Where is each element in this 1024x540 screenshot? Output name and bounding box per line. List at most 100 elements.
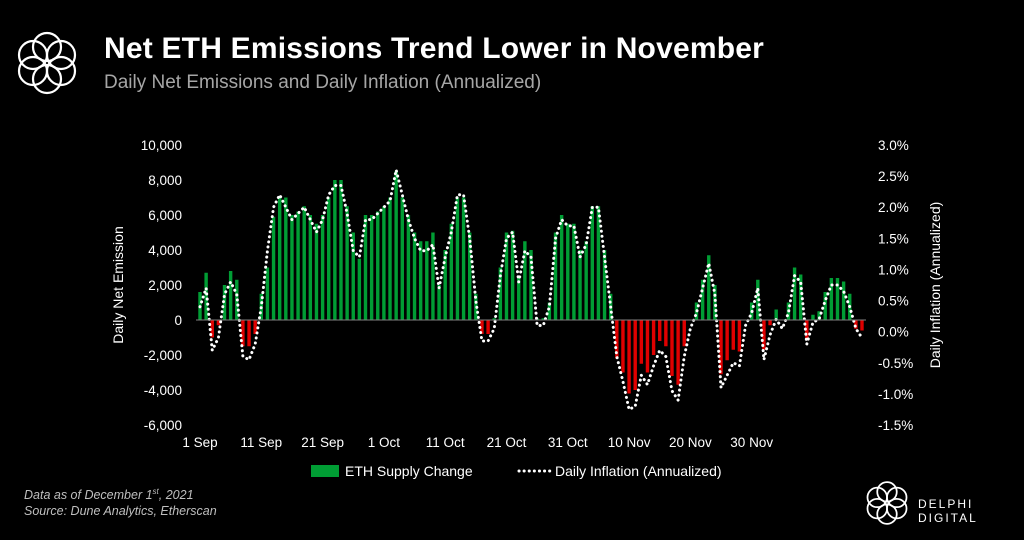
bar <box>835 278 840 320</box>
bar <box>707 255 711 320</box>
data-date-note: Data as of December 1st, 2021 <box>24 487 194 503</box>
bar <box>351 232 355 320</box>
bar <box>854 320 858 329</box>
bar <box>376 211 380 320</box>
bar <box>412 232 417 320</box>
bar <box>615 320 619 359</box>
y-tick-label: -6,000 <box>144 418 182 433</box>
bar <box>510 230 515 320</box>
bar <box>418 241 423 320</box>
bar <box>504 232 509 320</box>
x-tick-label: 30 Nov <box>730 435 773 450</box>
bar <box>547 302 552 320</box>
x-tick-label: 20 Nov <box>669 435 712 450</box>
bar <box>357 258 362 320</box>
bar <box>584 241 588 320</box>
bar <box>682 320 686 347</box>
y-tick-label: 4,000 <box>148 243 182 258</box>
bar <box>823 292 827 320</box>
y2-tick-label: -1.0% <box>878 387 913 402</box>
y-tick-label: -4,000 <box>144 383 182 398</box>
y-tick-label: 8,000 <box>148 173 182 188</box>
bar <box>443 250 447 320</box>
x-tick-label: 11 Sep <box>240 435 282 450</box>
x-tick-label: 10 Nov <box>608 435 651 450</box>
bar <box>651 320 656 355</box>
bar <box>388 197 392 320</box>
bar <box>664 320 668 347</box>
bar <box>216 320 221 326</box>
bar <box>774 309 778 320</box>
bar <box>265 267 270 320</box>
y-tick-label: 0 <box>174 313 182 328</box>
source-note: Source: Dune Analytics, Etherscan <box>24 504 217 518</box>
bar <box>700 279 705 320</box>
legend: ETH Supply Change Daily Inflation (Annua… <box>311 463 722 479</box>
y2-tick-label: 2.0% <box>878 200 909 215</box>
y-tick-label: 2,000 <box>148 278 182 293</box>
bar <box>799 274 803 320</box>
bar <box>284 197 288 320</box>
bar <box>811 314 815 320</box>
y2-tick-label: -1.5% <box>878 418 913 433</box>
flower-logo-icon <box>17 31 77 95</box>
bar <box>621 320 625 373</box>
bar <box>627 320 631 394</box>
bar <box>320 215 325 320</box>
bar <box>314 223 319 320</box>
bar <box>302 206 306 320</box>
bar <box>400 197 404 320</box>
y-tick-label: 10,000 <box>141 138 182 153</box>
legend-swatch-bars <box>311 465 339 477</box>
y2-tick-label: 1.0% <box>878 262 909 277</box>
bar <box>590 206 594 320</box>
brand-name: DELPHI DIGITAL <box>918 497 978 525</box>
bar <box>731 320 735 350</box>
bar <box>762 320 766 350</box>
bar <box>517 276 521 320</box>
bar <box>468 232 472 320</box>
y2-tick-label: 1.5% <box>878 231 909 246</box>
x-tick-label: 31 Oct <box>548 435 588 450</box>
bar <box>290 215 294 320</box>
bar <box>394 171 398 320</box>
x-axis-ticks: 1 Sep 11 Sep 21 Sep 1 Oct 11 Oct 21 Oct 31 Oct… <box>182 435 773 450</box>
bar <box>339 180 343 320</box>
bar <box>253 320 257 334</box>
bar <box>327 197 331 320</box>
bar <box>676 320 680 385</box>
y-tick-label: -2,000 <box>144 348 182 363</box>
bar <box>719 320 723 375</box>
y2-tick-label: 0.0% <box>878 325 909 340</box>
bar <box>805 320 809 340</box>
bar <box>829 278 834 320</box>
bar <box>345 206 349 320</box>
y2-tick-label: 0.5% <box>878 294 909 309</box>
left-axis-ticks: 10,000 8,000 6,000 4,000 2,000 0 -2,000 -4,000 -… <box>141 138 182 433</box>
bar <box>633 320 637 390</box>
y2-tick-label: 2.5% <box>878 169 909 184</box>
bar <box>449 223 454 320</box>
bar <box>566 223 570 320</box>
bar <box>737 320 742 352</box>
bar <box>639 320 644 364</box>
bar <box>382 206 386 320</box>
bar <box>247 320 251 347</box>
chart-title: Net ETH Emissions Trend Lower in Novembe… <box>104 32 765 65</box>
bar <box>277 197 282 320</box>
y-tick-label: 6,000 <box>148 208 182 223</box>
bar <box>425 241 429 320</box>
x-tick-label: 21 Oct <box>487 435 527 450</box>
bar <box>363 215 368 320</box>
bar <box>480 320 484 334</box>
x-tick-label: 1 Oct <box>368 435 401 450</box>
bar <box>553 232 558 320</box>
bar <box>817 311 821 320</box>
bar <box>437 285 441 320</box>
bar <box>578 250 582 320</box>
bar <box>486 320 490 334</box>
x-tick-label: 11 Oct <box>426 435 465 450</box>
delphi-logo-icon <box>866 481 908 525</box>
x-tick-label: 21 Sep <box>301 435 344 450</box>
